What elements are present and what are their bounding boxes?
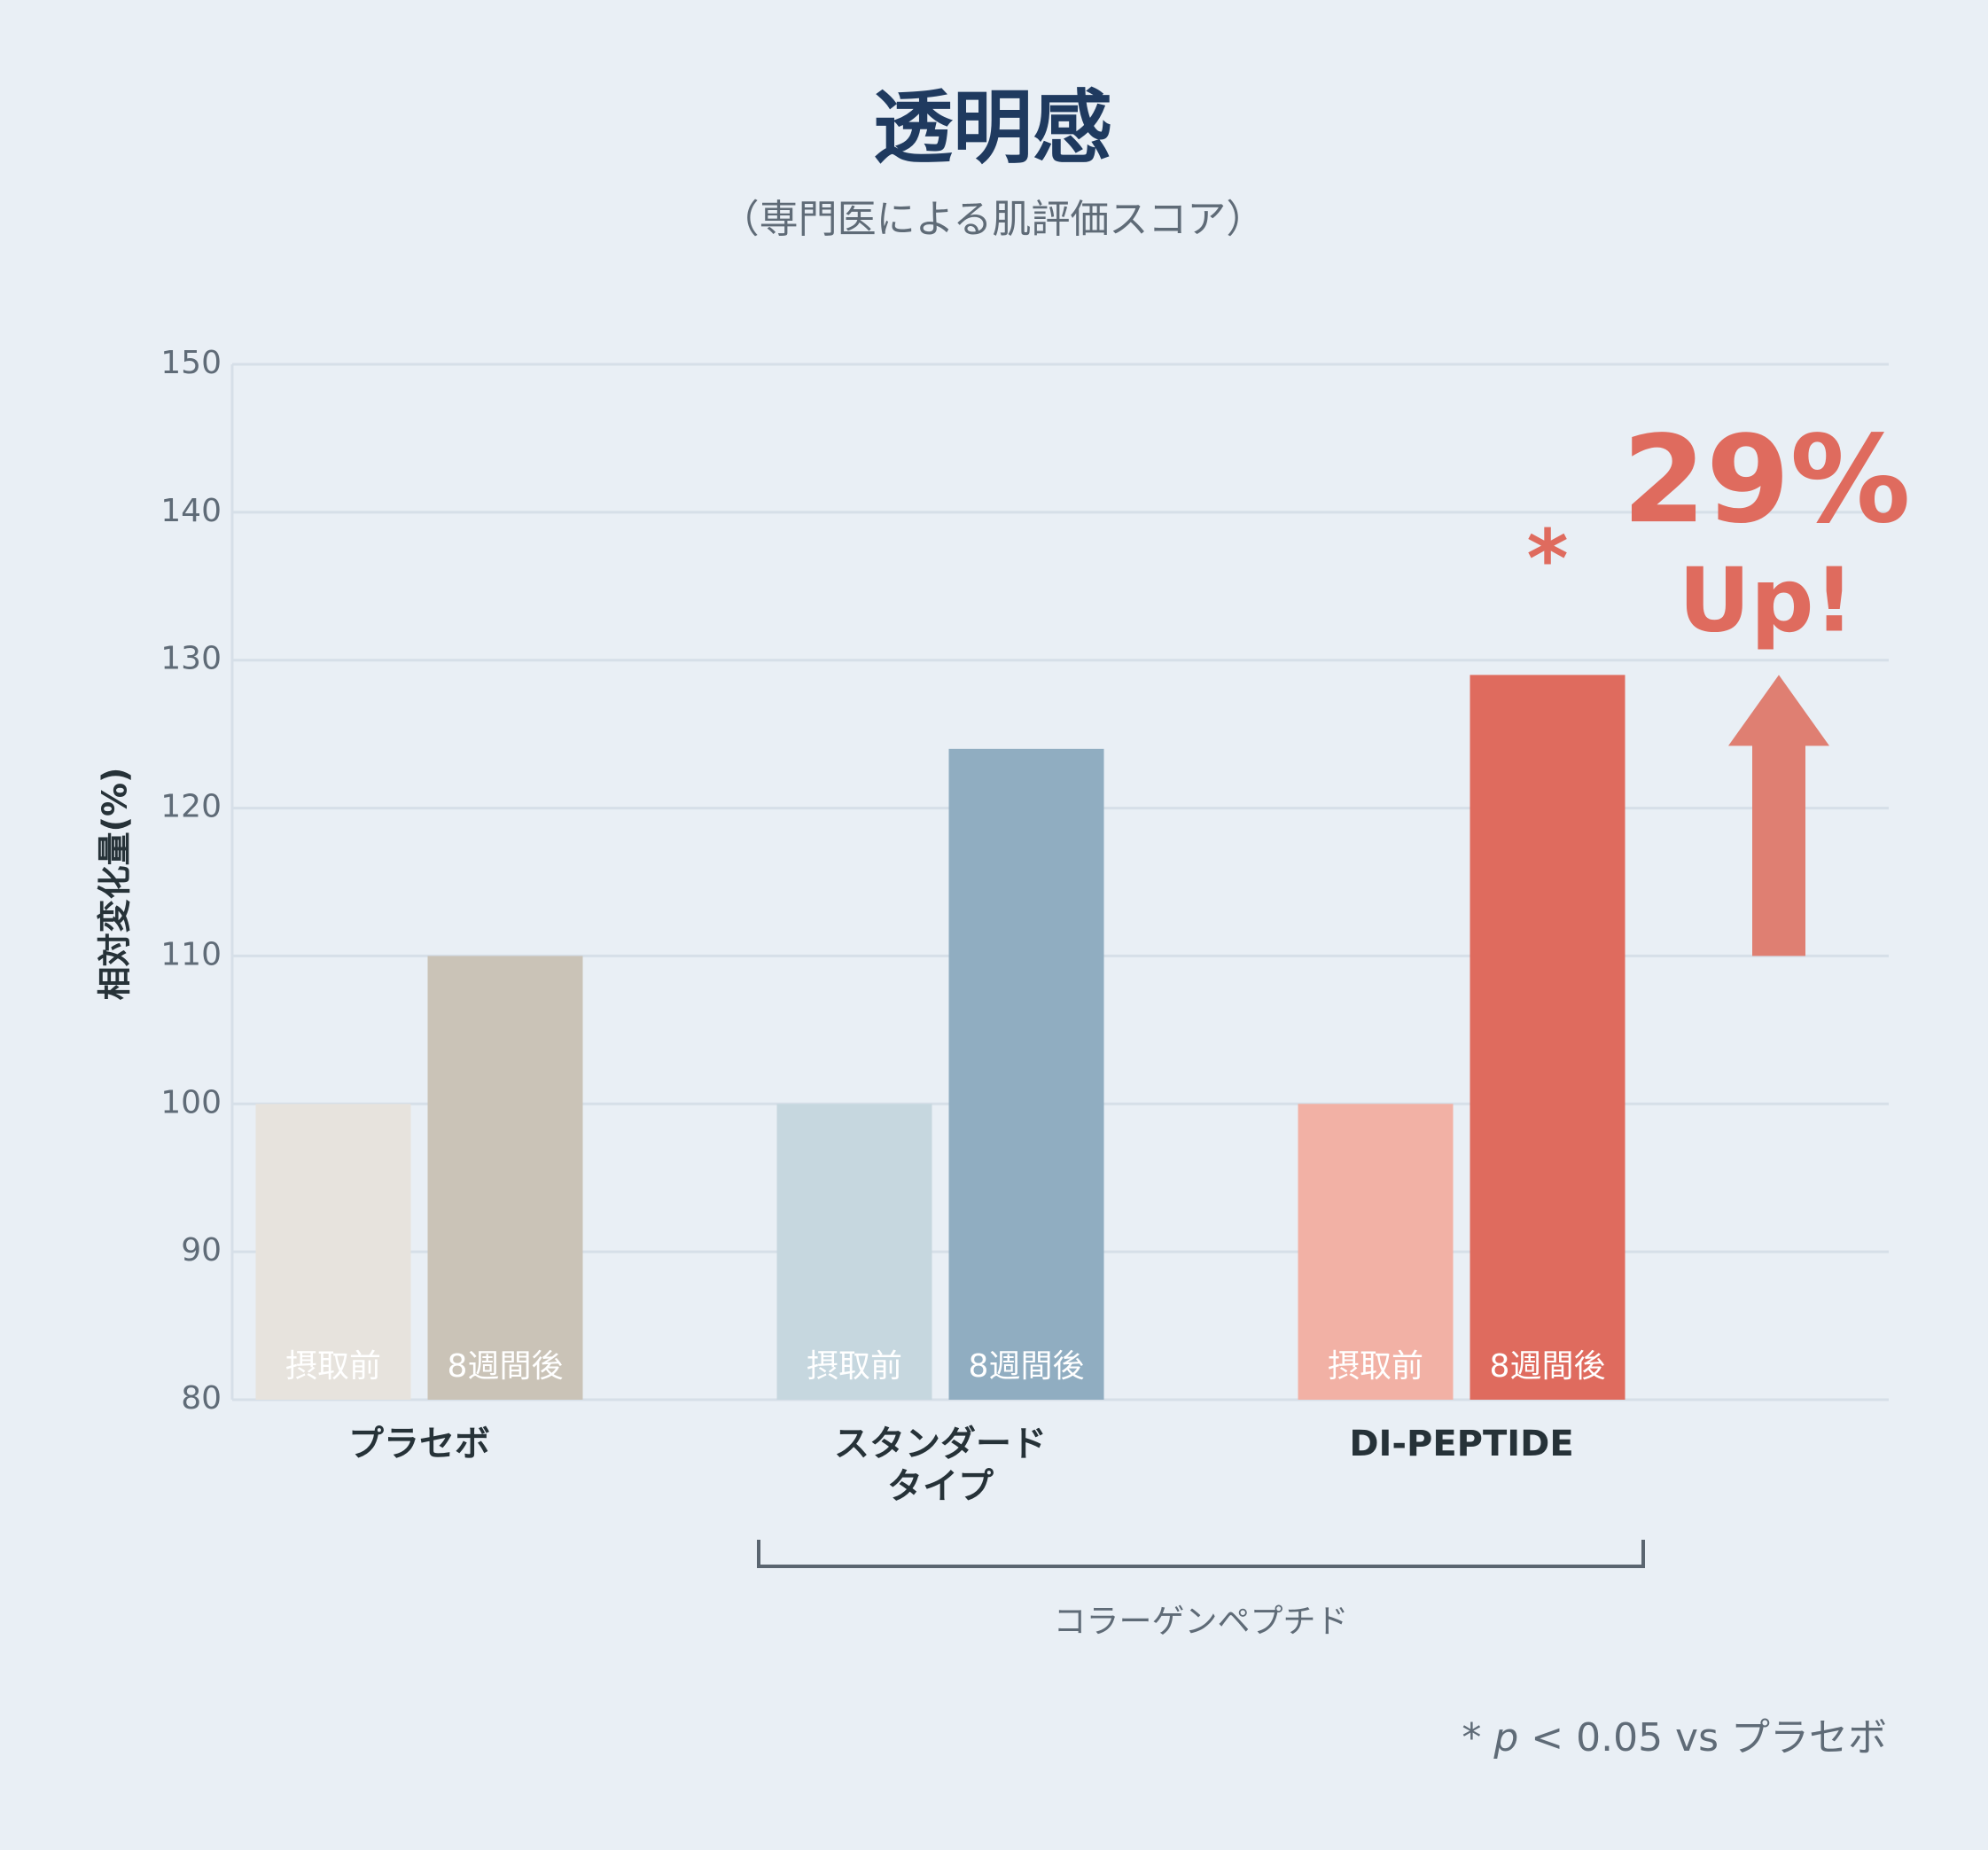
bracket-label: コラーゲンペプチド: [1054, 1603, 1349, 1641]
y-tick-label: 110: [160, 936, 222, 972]
y-tick-label: 100: [160, 1084, 222, 1120]
bar-label: 8週間後: [448, 1348, 564, 1385]
bar: [255, 1104, 411, 1400]
y-tick-label: 90: [181, 1232, 222, 1268]
chart-title: 透明感: [873, 82, 1112, 175]
bar-label: 8週間後: [969, 1348, 1085, 1385]
bar-label: 摂取前: [1328, 1348, 1423, 1385]
x-tick-label: DI-PEPTIDE: [1349, 1424, 1574, 1464]
y-tick-label: 140: [160, 493, 222, 529]
bar-label: 8週間後: [1490, 1348, 1606, 1385]
y-tick-label: 130: [160, 641, 222, 677]
chart-subtitle: （専門医による肌評価スコア）: [721, 197, 1266, 242]
y-tick-label: 150: [160, 345, 222, 381]
callout-text: Up!: [1679, 548, 1854, 652]
bar-label: 摂取前: [285, 1348, 381, 1385]
significance-mark: *: [1526, 512, 1568, 605]
y-tick-label: 120: [160, 789, 222, 825]
footnote-prefix: *: [1462, 1715, 1493, 1760]
footnote-italic: p: [1493, 1715, 1518, 1760]
callout-bg: [1715, 558, 1839, 656]
footnote-suffix: < 0.05 vs プラセボ: [1518, 1715, 1887, 1760]
bar: [776, 1104, 932, 1400]
bar: [948, 748, 1104, 1400]
x-tick-label: プラセボ: [348, 1424, 490, 1464]
bar: [1470, 675, 1625, 1400]
callout-value: 29%: [1622, 410, 1911, 550]
y-tick-label: 80: [181, 1380, 222, 1417]
y-axis-label: 相対変化量(%): [96, 768, 135, 1001]
x-tick-label: スタンダード タイプ: [834, 1424, 1047, 1507]
bar: [427, 956, 583, 1400]
group-bracket: [757, 1540, 1645, 1568]
increase-arrow: [1728, 675, 1829, 956]
footnote: * p < 0.05 vs プラセボ: [1462, 1715, 1887, 1760]
bar: [1298, 1104, 1454, 1400]
bar-label: 摂取前: [807, 1348, 902, 1385]
